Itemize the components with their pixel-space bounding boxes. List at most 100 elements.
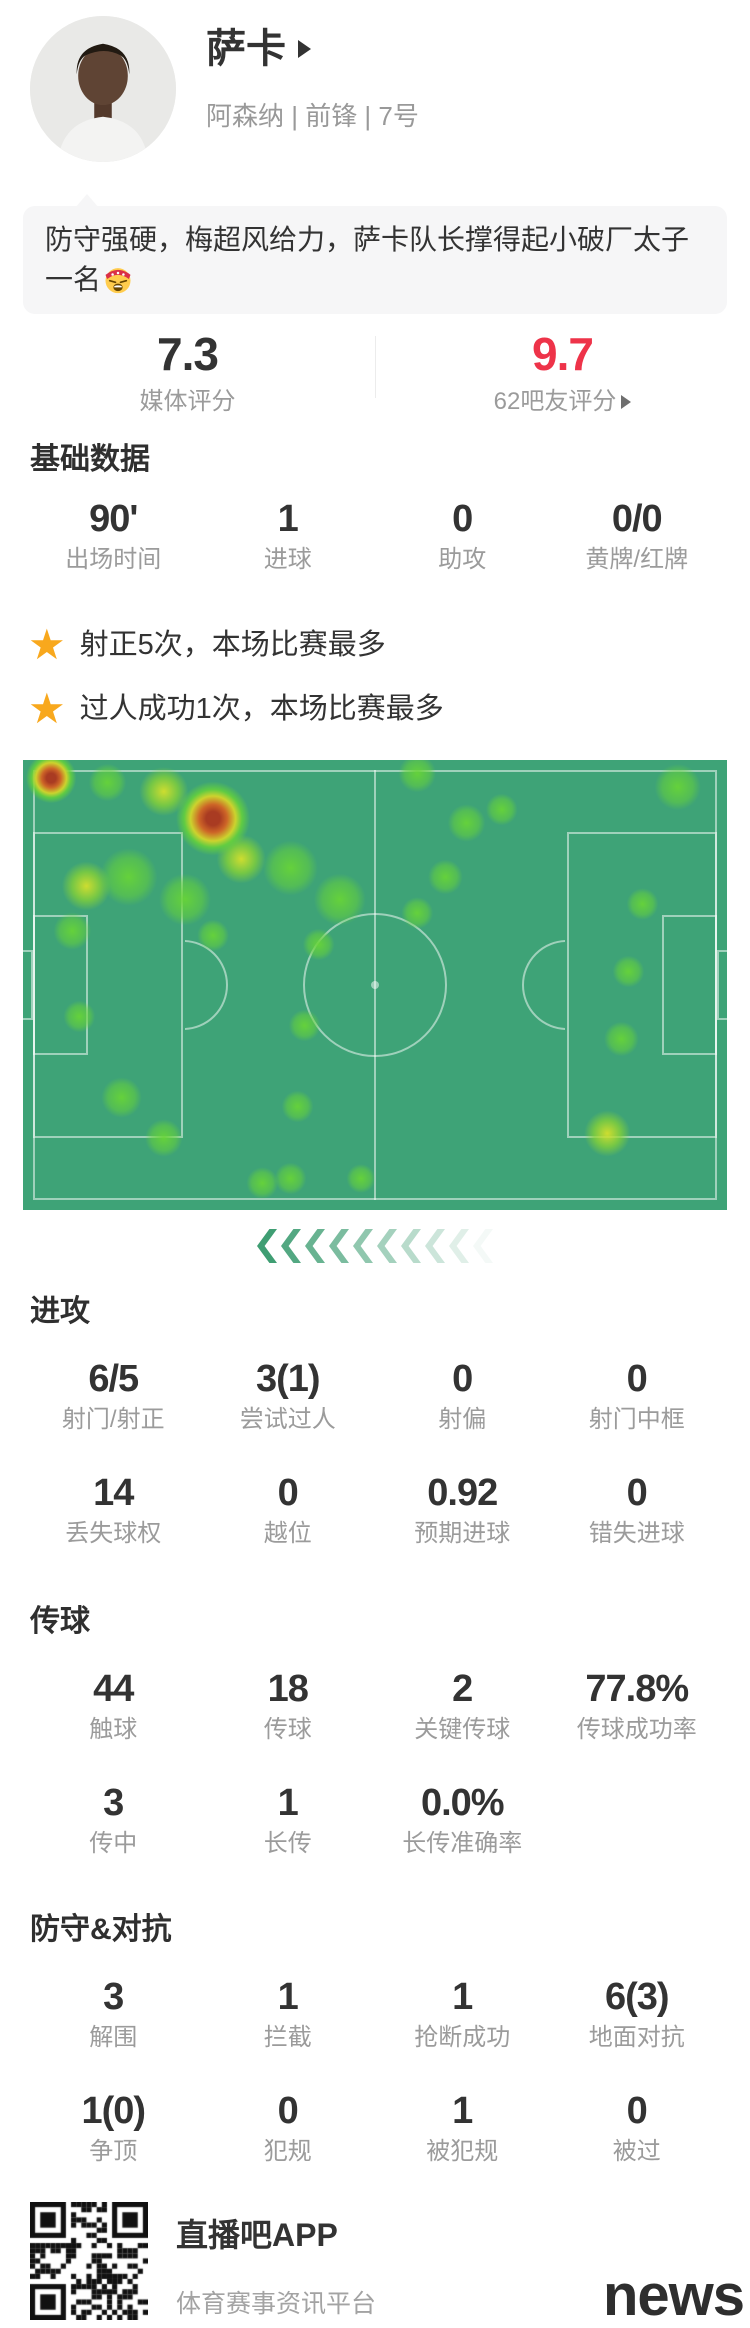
stat-item: 1 进球: [201, 498, 376, 574]
chevron-left-icon: [449, 1229, 469, 1263]
stat-label: 尝试过人: [239, 1406, 336, 1433]
stat-item: 14 丢失球权: [26, 1472, 201, 1548]
stat-label: 拦截: [263, 2024, 312, 2051]
player-header: 萨卡 阿森纳 | 前锋 | 7号: [0, 0, 750, 162]
stat-value: 1: [452, 1976, 473, 2018]
stat-label: 进球: [263, 546, 312, 573]
highlights: ★ 射正5次，本场比赛最多 ★ 过人成功1次，本场比赛最多: [0, 624, 750, 730]
news-watermark: news: [602, 2263, 745, 2328]
stat-item: 6/5 射门/射正: [26, 1358, 201, 1434]
stat-label: 触球: [89, 1716, 138, 1743]
app-name: 直播吧APP: [176, 2217, 338, 2253]
footer: 直播吧APP 体育赛事资讯平台: [30, 2202, 720, 2320]
stat-label: 错失进球: [588, 1520, 685, 1547]
stat-item: 18 传球: [201, 1668, 376, 1744]
stat-value: 0: [626, 1472, 648, 1514]
stat-value: 2: [452, 1668, 473, 1710]
stat-item: 1 长传: [201, 1782, 376, 1858]
stat-value: 1: [452, 2090, 473, 2132]
stat-label: 黄牌/红牌: [585, 546, 689, 573]
section-attack: 进攻 6/5 射门/射正 3(1) 尝试过人 0 射偏 0 射门中框 14 丢失球权 0 越位 0.92 预…: [0, 1296, 750, 1548]
stat-value: 1: [277, 498, 299, 540]
avatar-image: [30, 16, 176, 162]
stat-item: 0.0% 长传准确率: [375, 1782, 550, 1858]
media-rating: 7.3 媒体评分: [0, 316, 375, 416]
stat-label: 传中: [89, 1830, 138, 1857]
stat-item: 0 越位: [201, 1472, 376, 1548]
stat-label: 长传准确率: [402, 1830, 523, 1857]
stat-label: 犯规: [263, 2138, 312, 2165]
stats-row: 90' 出场时间 1 进球 0 助攻 0/0 黄牌/红牌: [0, 498, 750, 574]
stats-row: 1(0) 争顶 0 犯规 1 被犯规 0 被过: [0, 2090, 750, 2166]
avatar: [30, 16, 176, 162]
fans-rating-link[interactable]: 9.7 62吧友评分: [375, 316, 750, 416]
cheer-headband-face-emoji: [103, 264, 133, 294]
ratings-row: 7.3 媒体评分 9.7 62吧友评分: [0, 316, 750, 416]
star-icon: ★: [28, 621, 66, 668]
chevron-right-icon: [621, 395, 632, 409]
stat-value: 6(3): [604, 1976, 670, 2018]
stat-label: 射门/射正: [61, 1406, 165, 1433]
stats-row: 6/5 射门/射正 3(1) 尝试过人 0 射偏 0 射门中框: [0, 1358, 750, 1434]
stat-item: 0 射偏: [375, 1358, 550, 1434]
stat-item: 44 触球: [26, 1668, 201, 1744]
stat-value: 90': [89, 498, 138, 540]
highlight-text: 过人成功1次，本场比赛最多: [79, 693, 444, 725]
chevron-left-icon: [329, 1229, 349, 1263]
chevron-left-icon: [305, 1229, 325, 1263]
stat-label: 传球成功率: [576, 1716, 697, 1743]
stat-value: 14: [93, 1472, 134, 1514]
stat-item: 3(1) 尝试过人: [201, 1358, 376, 1434]
stat-label: 解围: [89, 2024, 138, 2051]
chevron-left-icon: [473, 1229, 493, 1263]
stat-label: 地面对抗: [588, 2024, 685, 2051]
heatmap-pitch: [23, 760, 727, 1210]
stat-value: 3: [103, 1976, 124, 2018]
chevron-left-icon: [377, 1229, 397, 1263]
stat-item: 1(0) 争顶: [26, 2090, 201, 2166]
player-meta: 阿森纳 | 前锋 | 7号: [206, 101, 419, 131]
stat-label: 越位: [263, 1520, 312, 1547]
vertical-divider: [375, 336, 376, 398]
media-rating-value: 7.3: [157, 328, 219, 380]
chevron-left-icon: [425, 1229, 445, 1263]
qr-code: [30, 2202, 148, 2320]
stat-label: 预期进球: [414, 1520, 511, 1547]
stat-label: 射偏: [438, 1406, 487, 1433]
stat-item: 0 被过: [550, 2090, 725, 2166]
stats-row: 3 解围 1 拦截 1 抢断成功 6(3) 地面对抗: [0, 1976, 750, 2052]
stat-item: 0 助攻: [375, 498, 550, 574]
chevron-left-icon: [281, 1229, 301, 1263]
stat-item: 6(3) 地面对抗: [550, 1976, 725, 2052]
stat-value: 6/5: [88, 1358, 139, 1400]
stat-value: 77.8%: [585, 1668, 689, 1710]
section-defense: 防守&对抗 3 解围 1 拦截 1 抢断成功 6(3) 地面对抗 1(0) 争顶 0 犯规 1 被犯规 0 被过: [0, 1914, 750, 2166]
star-icon: ★: [28, 685, 66, 732]
stat-item: 77.8% 传球成功率: [550, 1668, 725, 1744]
stat-label: 助攻: [438, 546, 487, 573]
stats-row: 14 丢失球权 0 越位 0.92 预期进球 0 错失进球: [0, 1472, 750, 1548]
stat-label: 长传: [263, 1830, 312, 1857]
stat-value: 0/0: [611, 498, 663, 540]
stat-label: 出场时间: [65, 546, 162, 573]
stat-item: 1 抢断成功: [375, 1976, 550, 2052]
player-name-link[interactable]: 萨卡: [206, 26, 419, 72]
highlight-item: ★ 过人成功1次，本场比赛最多: [28, 688, 722, 730]
section-passing: 传球 44 触球 18 传球 2 关键传球 77.8% 传球成功率 3 传中 1 长传 0.0% 长传准确率: [0, 1606, 750, 1858]
stat-value: 1(0): [81, 2090, 146, 2132]
stat-value: 18: [267, 1668, 309, 1710]
stat-item: 1 被犯规: [375, 2090, 550, 2166]
stats-row: 44 触球 18 传球 2 关键传球 77.8% 传球成功率: [0, 1668, 750, 1744]
stat-item: 0 射门中框: [550, 1358, 725, 1434]
stat-value: 1: [277, 1976, 299, 2018]
stat-item: 2 关键传球: [375, 1668, 550, 1744]
attack-direction-chevrons: [0, 1228, 750, 1264]
fans-rating-label: 62吧友评分: [493, 388, 617, 415]
stat-item: 0 错失进球: [550, 1472, 725, 1548]
stat-label: 射门中框: [588, 1406, 685, 1433]
stat-value: 0: [452, 498, 473, 540]
media-rating-label: 媒体评分: [139, 388, 236, 415]
bubble-tail: [75, 194, 99, 208]
stat-value: 0: [452, 1358, 473, 1400]
